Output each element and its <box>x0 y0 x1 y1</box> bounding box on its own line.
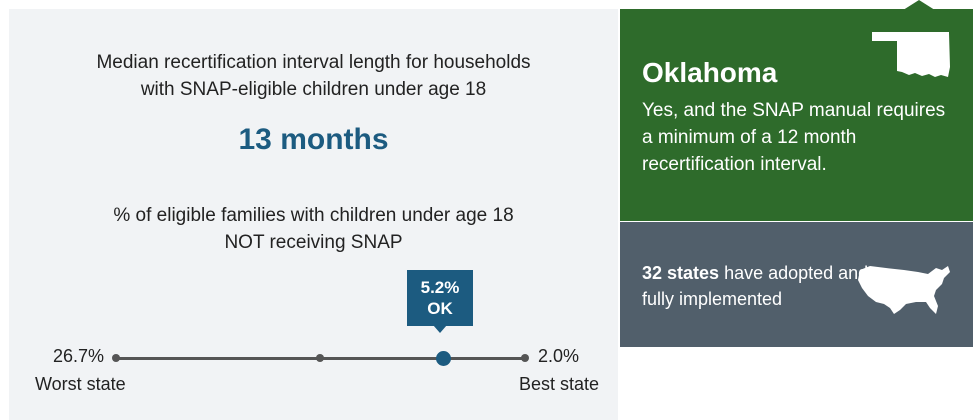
state-description: Yes, and the SNAP manual requires a mini… <box>642 100 946 175</box>
marker-pointer <box>433 325 447 333</box>
oklahoma-map-icon <box>872 32 950 77</box>
summary-description: have adopted and fully implemented <box>642 263 869 309</box>
scale-marker-dot <box>436 351 451 366</box>
scale-dot-worst <box>112 354 120 362</box>
scale-worst-value: 26.7% <box>53 346 105 366</box>
scale-worst-label: Worst state <box>35 374 126 394</box>
marker-value: 5.2% <box>420 278 460 297</box>
interval-heading-line1: Median recertification interval length f… <box>96 52 531 73</box>
interval-value: 13 months <box>238 123 389 156</box>
summary-text: 32 states have adopted and fully impleme… <box>642 260 872 312</box>
state-marker-label: 5.2% OK <box>407 270 473 326</box>
metrics-panel: Median recertification interval length f… <box>9 9 618 420</box>
pct-heading-line1: % of eligible families with children und… <box>113 205 514 226</box>
adoption-summary-box: 32 states have adopted and fully impleme… <box>620 222 973 347</box>
interval-heading-line2: with SNAP-eligible children under age 18 <box>140 79 487 100</box>
scale-dot-mid <box>316 354 324 362</box>
state-info-box: Oklahoma Yes, and the SNAP manual requir… <box>620 9 973 221</box>
marker-state-abbr: OK <box>427 299 453 318</box>
us-map-icon <box>858 266 950 314</box>
scale-best-value: 2.0% <box>538 346 580 366</box>
scale-dot-best <box>521 354 529 362</box>
state-name: Oklahoma <box>642 57 778 88</box>
scale-best-label: Best state <box>519 374 600 394</box>
pct-heading-line2: NOT receiving SNAP <box>224 232 403 253</box>
summary-count: 32 states <box>642 263 720 283</box>
